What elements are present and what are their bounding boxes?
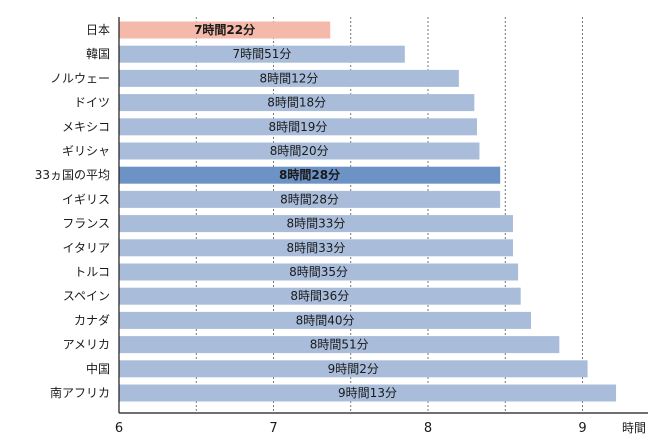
bar (119, 21, 331, 39)
category-label: カナダ (74, 312, 110, 327)
bar (119, 94, 475, 112)
bar (119, 311, 532, 329)
bar (119, 263, 519, 281)
category-label: イタリア (62, 241, 110, 255)
x-tick-label: 6 (115, 421, 123, 436)
bar (119, 215, 513, 233)
bar (119, 118, 477, 136)
x-tick-label: 7 (269, 421, 277, 436)
category-label: ギリシャ (62, 144, 110, 158)
bar (119, 190, 501, 208)
value-label: 8時間28分 (280, 192, 339, 206)
value-label: 8時間19分 (269, 120, 328, 134)
category-label: 33ヵ国の平均 (35, 168, 110, 182)
bar (119, 142, 480, 160)
value-label: 8時間20分 (270, 144, 329, 158)
bar (119, 166, 501, 184)
bar (119, 69, 459, 87)
category-label: フランス (62, 217, 110, 231)
value-label: 8時間51分 (310, 338, 369, 352)
category-label: トルコ (74, 265, 110, 279)
x-axis: 6 7 8 9 時間 (115, 17, 648, 436)
bar (119, 360, 588, 378)
category-label: 韓国 (86, 47, 110, 61)
category-label: ドイツ (74, 96, 110, 110)
x-unit-label: 時間 (622, 421, 646, 435)
value-label: 8時間35分 (289, 265, 348, 279)
bar (119, 336, 560, 354)
value-label: 8時間28分 (279, 167, 340, 182)
value-label: 8時間40分 (296, 313, 355, 327)
bar (119, 384, 617, 402)
category-label: メキシコ (62, 120, 110, 134)
value-label: 9時間13分 (338, 386, 397, 400)
category-label: イギリス (62, 192, 110, 206)
x-tick-label: 9 (578, 421, 586, 436)
category-label: 南アフリカ (50, 385, 110, 400)
value-label: 7時間51分 (232, 47, 291, 61)
value-labels: 7時間22分 7時間51分 8時間12分 8時間18分 8時間19分 8時間20分 8時間2… (194, 22, 397, 400)
category-label: アメリカ (63, 338, 110, 352)
value-label: 8時間36分 (290, 289, 349, 303)
value-label: 8時間12分 (259, 71, 318, 85)
x-tick-label: 8 (424, 421, 432, 436)
bars (119, 21, 617, 402)
value-label: 8時間18分 (267, 96, 326, 110)
bar (119, 287, 521, 305)
value-label: 7時間22分 (194, 22, 255, 37)
value-label: 9時間2分 (328, 362, 379, 376)
category-label: 日本 (86, 23, 110, 37)
category-label: 中国 (86, 361, 110, 376)
value-label: 8時間33分 (287, 217, 346, 231)
value-label: 8時間33分 (287, 241, 346, 255)
bar (119, 239, 513, 257)
category-label: ノルウェー (50, 71, 110, 85)
category-label: スペイン (63, 289, 110, 303)
bar (119, 45, 405, 63)
